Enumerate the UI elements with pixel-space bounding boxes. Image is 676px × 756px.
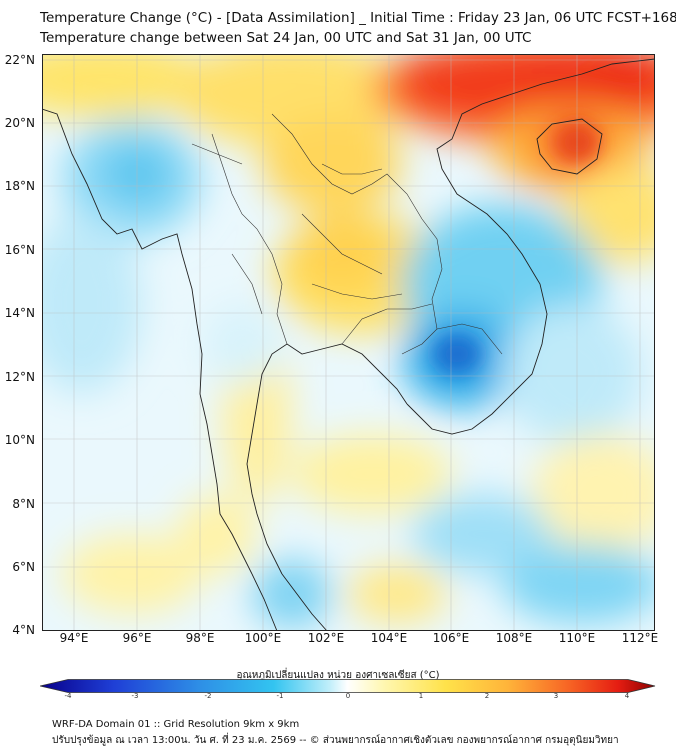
lat-label-16n: 16°N — [4, 243, 35, 257]
colorbar-tick: -2 — [204, 692, 212, 700]
map-subtitle: Temperature change between Sat 24 Jan, 0… — [40, 30, 532, 46]
lon-label-110e: 110°E — [558, 631, 596, 645]
lat-label-6n: 6°N — [12, 560, 35, 574]
lon-label-98e: 98°E — [185, 631, 215, 645]
map-gridlines — [42, 54, 655, 631]
colorbar-tick: 2 — [484, 692, 490, 700]
lon-label-96e: 96°E — [122, 631, 152, 645]
colorbar-tick: -3 — [131, 692, 139, 700]
lon-label-106e: 106°E — [432, 631, 470, 645]
map-title: Temperature Change (°C) - [Data Assimila… — [40, 10, 676, 26]
lat-label-18n: 18°N — [4, 179, 35, 193]
colorbar-tick: 0 — [345, 692, 351, 700]
lon-label-112e: 112°E — [621, 631, 659, 645]
lat-label-22n: 22°N — [4, 53, 35, 67]
colorbar-tick: 3 — [553, 692, 559, 700]
model-info: WRF-DA Domain 01 :: Grid Resolution 9km … — [52, 719, 300, 730]
temperature-change-map — [42, 54, 655, 631]
lat-label-4n: 4°N — [12, 623, 35, 637]
lat-label-20n: 20°N — [4, 116, 35, 130]
coastlines — [42, 58, 655, 631]
colorbar-tick: -1 — [276, 692, 284, 700]
lat-label-12n: 12°N — [4, 370, 35, 384]
lon-label-108e: 108°E — [495, 631, 533, 645]
lon-label-102e: 102°E — [307, 631, 345, 645]
colorbar-title: อุณหภูมิเปลี่ยนแปลง หน่วย องศาเซลเซียส (… — [236, 670, 440, 681]
colorbar-tick: -4 — [64, 692, 72, 700]
colorbar-tick: 1 — [418, 692, 424, 700]
lat-label-14n: 14°N — [4, 306, 35, 320]
update-credit: ปรับปรุงข้อมูล ณ เวลา 13:00น. วัน ศ. ที่… — [52, 735, 619, 746]
lon-label-104e: 104°E — [370, 631, 408, 645]
lon-label-94e: 94°E — [59, 631, 89, 645]
colorbar-tick: 4 — [624, 692, 630, 700]
lat-label-10n: 10°N — [4, 433, 35, 447]
lat-label-8n: 8°N — [12, 497, 35, 511]
country-borders — [191, 113, 503, 355]
colorbar — [40, 679, 656, 693]
lon-label-100e: 100°E — [244, 631, 282, 645]
